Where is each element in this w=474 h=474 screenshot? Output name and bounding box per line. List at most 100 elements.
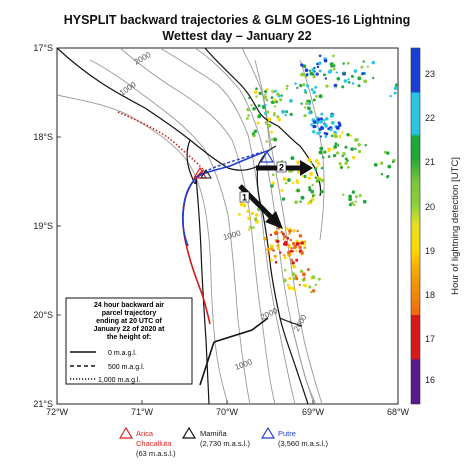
lightning-strike	[286, 283, 290, 287]
lightning-strike	[327, 155, 331, 158]
lightning-strike	[288, 276, 292, 281]
lightning-strike	[280, 159, 284, 163]
lightning-strike	[383, 150, 387, 154]
lightning-strike	[340, 166, 344, 169]
lightning-strike	[319, 119, 324, 124]
lightning-strike	[294, 200, 298, 205]
lightning-strike	[341, 154, 344, 158]
lightning-strike	[342, 152, 346, 156]
lightning-strike	[310, 88, 314, 92]
lightning-strike	[247, 114, 250, 117]
lon-tick-label: 68°W	[387, 407, 410, 417]
lightning-strike	[303, 113, 307, 118]
lightning-strike	[315, 72, 319, 76]
lightning-strike	[289, 238, 292, 242]
map-title: HYSPLIT backward trajectories & GLM GOES…	[63, 13, 411, 27]
colorbar-tick: 17	[425, 334, 435, 344]
lightning-strike	[246, 117, 249, 120]
lightning-strike	[269, 247, 274, 251]
lightning-strikes	[238, 54, 398, 294]
lightning-strike	[342, 193, 345, 196]
lightning-strike	[276, 240, 280, 243]
lightning-strike	[325, 84, 329, 88]
lightning-strike	[257, 114, 262, 119]
lightning-strike	[302, 83, 306, 87]
lightning-strike	[310, 123, 314, 127]
lightning-strike	[269, 233, 273, 237]
lightning-strike	[317, 162, 321, 166]
lightning-strike	[252, 226, 255, 229]
lightning-strike	[319, 176, 322, 180]
lightning-strike	[343, 79, 348, 83]
lightning-strike	[249, 225, 252, 229]
lightning-strike	[303, 277, 306, 280]
lightning-strike	[301, 272, 306, 277]
lightning-strike	[312, 74, 316, 79]
lightning-strike	[344, 161, 348, 165]
lat-tick-label: 18°S	[33, 132, 53, 142]
colorbar-label: Hour of lightning detection [UTC]	[450, 157, 461, 295]
lightning-strike	[266, 110, 270, 114]
lightning-strike	[273, 98, 277, 102]
trajectory-blue-dotted	[195, 151, 263, 179]
lightning-strike	[289, 250, 292, 253]
lightning-strike	[353, 203, 356, 207]
lightning-strike	[302, 64, 307, 69]
lightning-strike	[242, 203, 247, 208]
lightning-strike	[258, 91, 262, 96]
lightning-strike	[290, 156, 295, 161]
lightning-strike	[316, 131, 320, 135]
lightning-strike	[294, 249, 298, 253]
lightning-strike	[323, 118, 326, 122]
lightning-strike	[310, 161, 313, 165]
lightning-strike	[372, 76, 375, 80]
lightning-strike	[286, 236, 290, 240]
lightning-strike	[264, 121, 269, 125]
lightning-strike	[314, 176, 317, 179]
lightning-strike	[291, 241, 296, 246]
lightning-strike	[289, 112, 293, 117]
lightning-strike	[239, 202, 244, 207]
lightning-strike	[271, 173, 275, 177]
lightning-strike	[362, 60, 365, 63]
lightning-strike	[247, 228, 251, 231]
lightning-strike	[251, 132, 255, 136]
lightning-strike	[335, 151, 340, 155]
arrow-label-2: 2	[276, 161, 287, 173]
lightning-strike	[289, 227, 292, 230]
lightning-strike	[273, 254, 277, 258]
lightning-strike	[269, 258, 273, 262]
lightning-strike	[338, 136, 341, 139]
lightning-strike	[354, 147, 357, 151]
lightning-strike	[261, 105, 266, 109]
lightning-strike	[327, 149, 331, 153]
lightning-strike	[296, 188, 301, 193]
lightning-strike	[332, 67, 336, 71]
lightning-strike	[329, 62, 334, 66]
legend-item-dotted: 1,000 m.a.g.l.	[98, 377, 140, 384]
lightning-strike	[276, 247, 280, 250]
station-putre-elev: (3,560 m.a.s.l.)	[278, 439, 329, 448]
triangle-icon	[181, 426, 197, 439]
lightning-strike	[265, 140, 269, 143]
lightning-strike	[300, 251, 304, 255]
lightning-strike	[291, 286, 295, 290]
colorbar-tick: 19	[425, 246, 435, 256]
lightning-strike	[293, 288, 297, 292]
lightning-strike	[296, 229, 299, 233]
lightning-strike	[346, 132, 350, 137]
lightning-strike	[395, 83, 398, 87]
lightning-strike	[263, 236, 267, 241]
lightning-strike	[267, 123, 272, 128]
lightning-strike	[300, 63, 304, 67]
lightning-strike	[386, 175, 389, 179]
lightning-strike	[332, 153, 337, 158]
lightning-strike	[346, 61, 350, 65]
lightning-strike	[255, 87, 258, 91]
triangle-icon	[118, 426, 134, 439]
lightning-strike	[362, 199, 367, 204]
lightning-strike	[264, 104, 267, 107]
lightning-strike	[363, 79, 368, 84]
lightning-strike	[238, 213, 241, 216]
lightning-strike	[309, 171, 314, 176]
